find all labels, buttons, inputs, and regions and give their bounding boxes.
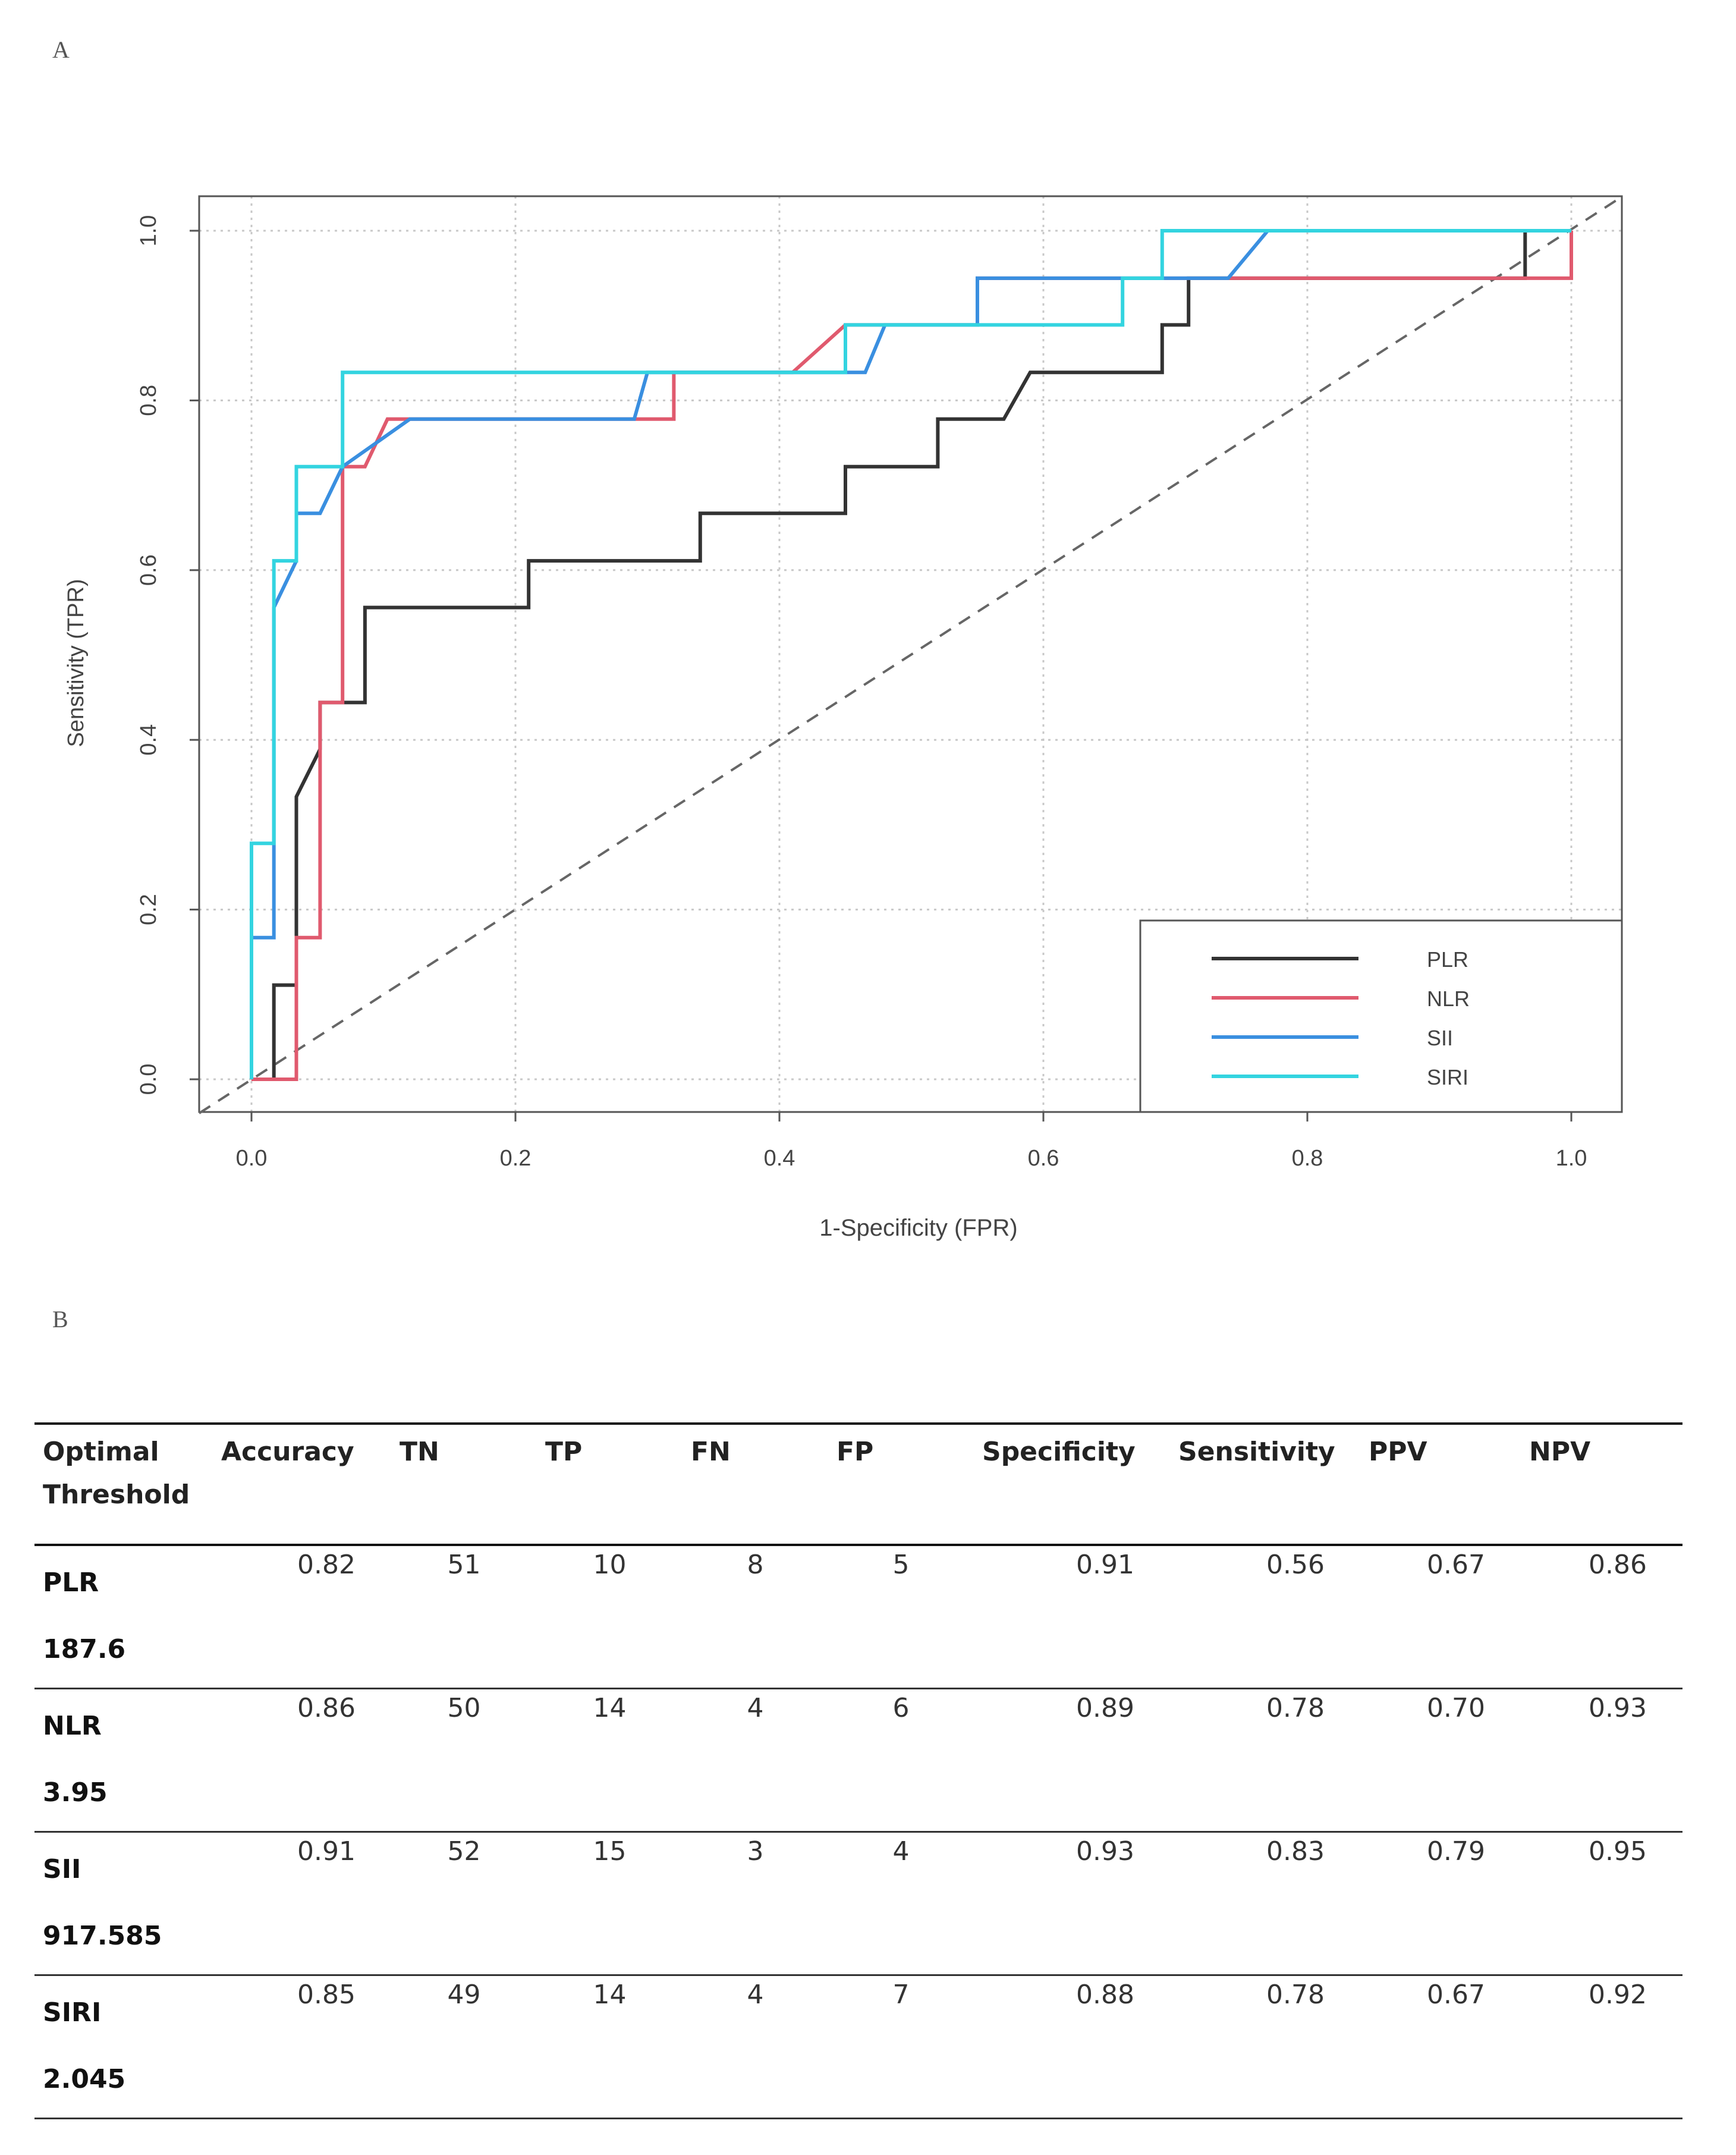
roc-curve-siri <box>250 229 1571 1079</box>
table-cell: 0.56 <box>1266 1550 1325 1580</box>
legend-label-nlr: NLR <box>1427 987 1470 1011</box>
table-header-cell: Optimal Threshold <box>34 1424 213 1545</box>
roc-curves <box>198 196 1623 1114</box>
table-cell: 14 <box>593 1980 627 2010</box>
table-header-cell: TP <box>545 1437 583 1467</box>
table-cell: 14 <box>593 1693 627 1723</box>
table-cell: 15 <box>593 1836 627 1867</box>
table-cell: 0.79 <box>1427 1836 1485 1867</box>
table-cell: 0.93 <box>1076 1836 1134 1867</box>
x-tick-label: 0.8 <box>1292 1146 1323 1171</box>
row-name-cell: SII 917.585 <box>34 1832 213 1975</box>
row-threshold: 917.585 <box>43 1921 162 1951</box>
x-tick-label: 0.0 <box>236 1146 268 1171</box>
table-cell: 5 <box>892 1550 910 1580</box>
table-cell: 4 <box>747 1693 764 1723</box>
table-row: SIRI 2.045 0.85 49 14 4 7 0.88 0.78 0.67 0.92 <box>34 1975 1682 2119</box>
x-tick-label: 0.4 <box>764 1146 795 1171</box>
row-threshold: 187.6 <box>43 1634 126 1664</box>
table-cell: 0.78 <box>1266 1693 1325 1723</box>
x-axis-label: 1-Specificity (FPR) <box>819 1215 1017 1241</box>
table-cell: 49 <box>447 1980 481 2010</box>
x-tick-label: 0.6 <box>1028 1146 1059 1171</box>
table-cell: 52 <box>447 1836 481 1867</box>
y-axis-label: Sensitivity (TPR) <box>64 579 89 747</box>
table-cell: 0.91 <box>1076 1550 1134 1580</box>
panel-label-b: B <box>52 1306 68 1333</box>
table-cell: 10 <box>593 1550 627 1580</box>
table-cell: 4 <box>892 1836 910 1867</box>
table-cell: 0.93 <box>1589 1693 1647 1723</box>
legend: PLR NLR SII SIRI <box>1139 919 1623 1113</box>
table-cell: 0.86 <box>297 1693 356 1723</box>
table-row: NLR 3.95 0.86 50 14 4 6 0.89 0.78 0.70 0.93 <box>34 1689 1682 1832</box>
panel-label-a: A <box>52 36 70 63</box>
table-row: PLR 187.6 0.82 51 10 8 5 0.91 0.56 0.67 0.86 <box>34 1545 1682 1689</box>
table-row: SII 917.585 0.91 52 15 3 4 0.93 0.83 0.79 0.95 <box>34 1832 1682 1975</box>
table-header-cell: Accuracy <box>221 1437 354 1467</box>
table-cell: 0.70 <box>1427 1693 1485 1723</box>
table-cell: 6 <box>892 1693 910 1723</box>
y-tick-label: 0.6 <box>136 554 161 586</box>
table-header-cell: Sensitivity <box>1178 1437 1335 1467</box>
table-cell: 0.78 <box>1266 1980 1325 2010</box>
table-cell: 0.85 <box>297 1980 356 2010</box>
y-tick-label: 0.0 <box>136 1064 161 1095</box>
table-cell: 0.92 <box>1589 1980 1647 2010</box>
table-header-cell: Specificity <box>982 1437 1136 1467</box>
legend-label-sii: SII <box>1427 1026 1453 1050</box>
roc-curve-plr <box>251 229 1571 1081</box>
legend-label-siri: SIRI <box>1427 1065 1468 1089</box>
table-cell: 51 <box>447 1550 481 1580</box>
table-cell: 0.88 <box>1076 1980 1134 2010</box>
table-header-row: Optimal Threshold Accuracy TN TP FN FP Specific… <box>34 1424 1682 1545</box>
table-cell: 0.83 <box>1266 1836 1325 1867</box>
y-tick-label: 0.4 <box>136 724 161 756</box>
table-header-cell: TN <box>400 1437 439 1467</box>
row-name-cell: PLR 187.6 <box>34 1545 213 1689</box>
row-name-cell: SIRI 2.045 <box>34 1975 213 2119</box>
header-text: Optimal <box>43 1437 159 1467</box>
plot-frame <box>198 195 1623 1113</box>
table-cell: 8 <box>747 1550 764 1580</box>
row-threshold: 3.95 <box>43 1777 108 1808</box>
row-name: SIRI <box>43 1997 102 2028</box>
legend-label-plr: PLR <box>1427 947 1468 972</box>
row-name-cell: NLR 3.95 <box>34 1689 213 1832</box>
table-cell: 0.67 <box>1427 1980 1485 2010</box>
table-cell: 50 <box>447 1693 481 1723</box>
table-cell: 7 <box>892 1980 910 2010</box>
table-cell: 0.95 <box>1589 1836 1647 1867</box>
axes: 0.0 0.2 0.4 0.6 0.8 1.0 0.0 0.2 0.4 0.6 0.8 1.0 <box>136 195 1623 1171</box>
header-text: Threshold <box>43 1479 190 1510</box>
metrics-table: Optimal Threshold Accuracy TN TP FN FP Specific… <box>34 1422 1682 2119</box>
table-header-cell: NPV <box>1529 1437 1591 1467</box>
y-tick-label: 1.0 <box>136 215 161 247</box>
y-tick-label: 0.8 <box>136 385 161 416</box>
row-threshold: 2.045 <box>43 2064 126 2094</box>
row-name: PLR <box>43 1567 99 1598</box>
table-cell: 0.86 <box>1589 1550 1647 1580</box>
row-name: NLR <box>43 1711 102 1741</box>
roc-chart: 0.0 0.2 0.4 0.6 0.8 1.0 0.0 0.2 0.4 0.6 0.8 1.0 PLR… <box>64 195 1623 1241</box>
x-tick-label: 0.2 <box>500 1146 532 1171</box>
table-header-cell: FP <box>836 1437 874 1467</box>
x-tick-label: 1.0 <box>1556 1146 1587 1171</box>
metrics-table-container: Optimal Threshold Accuracy TN TP FN FP Specific… <box>34 1422 1682 2119</box>
legend-box <box>1139 919 1623 1113</box>
table-header-cell: PPV <box>1369 1437 1427 1467</box>
row-name: SII <box>43 1854 81 1884</box>
reference-diagonal <box>198 196 1623 1114</box>
table-header-cell: FN <box>691 1437 731 1467</box>
table-cell: 0.91 <box>297 1836 356 1867</box>
table-cell: 0.67 <box>1427 1550 1485 1580</box>
table-cell: 4 <box>747 1980 764 2010</box>
table-cell: 3 <box>747 1836 764 1867</box>
table-cell: 0.82 <box>297 1550 356 1580</box>
y-tick-label: 0.2 <box>136 894 161 925</box>
table-cell: 0.89 <box>1076 1693 1134 1723</box>
